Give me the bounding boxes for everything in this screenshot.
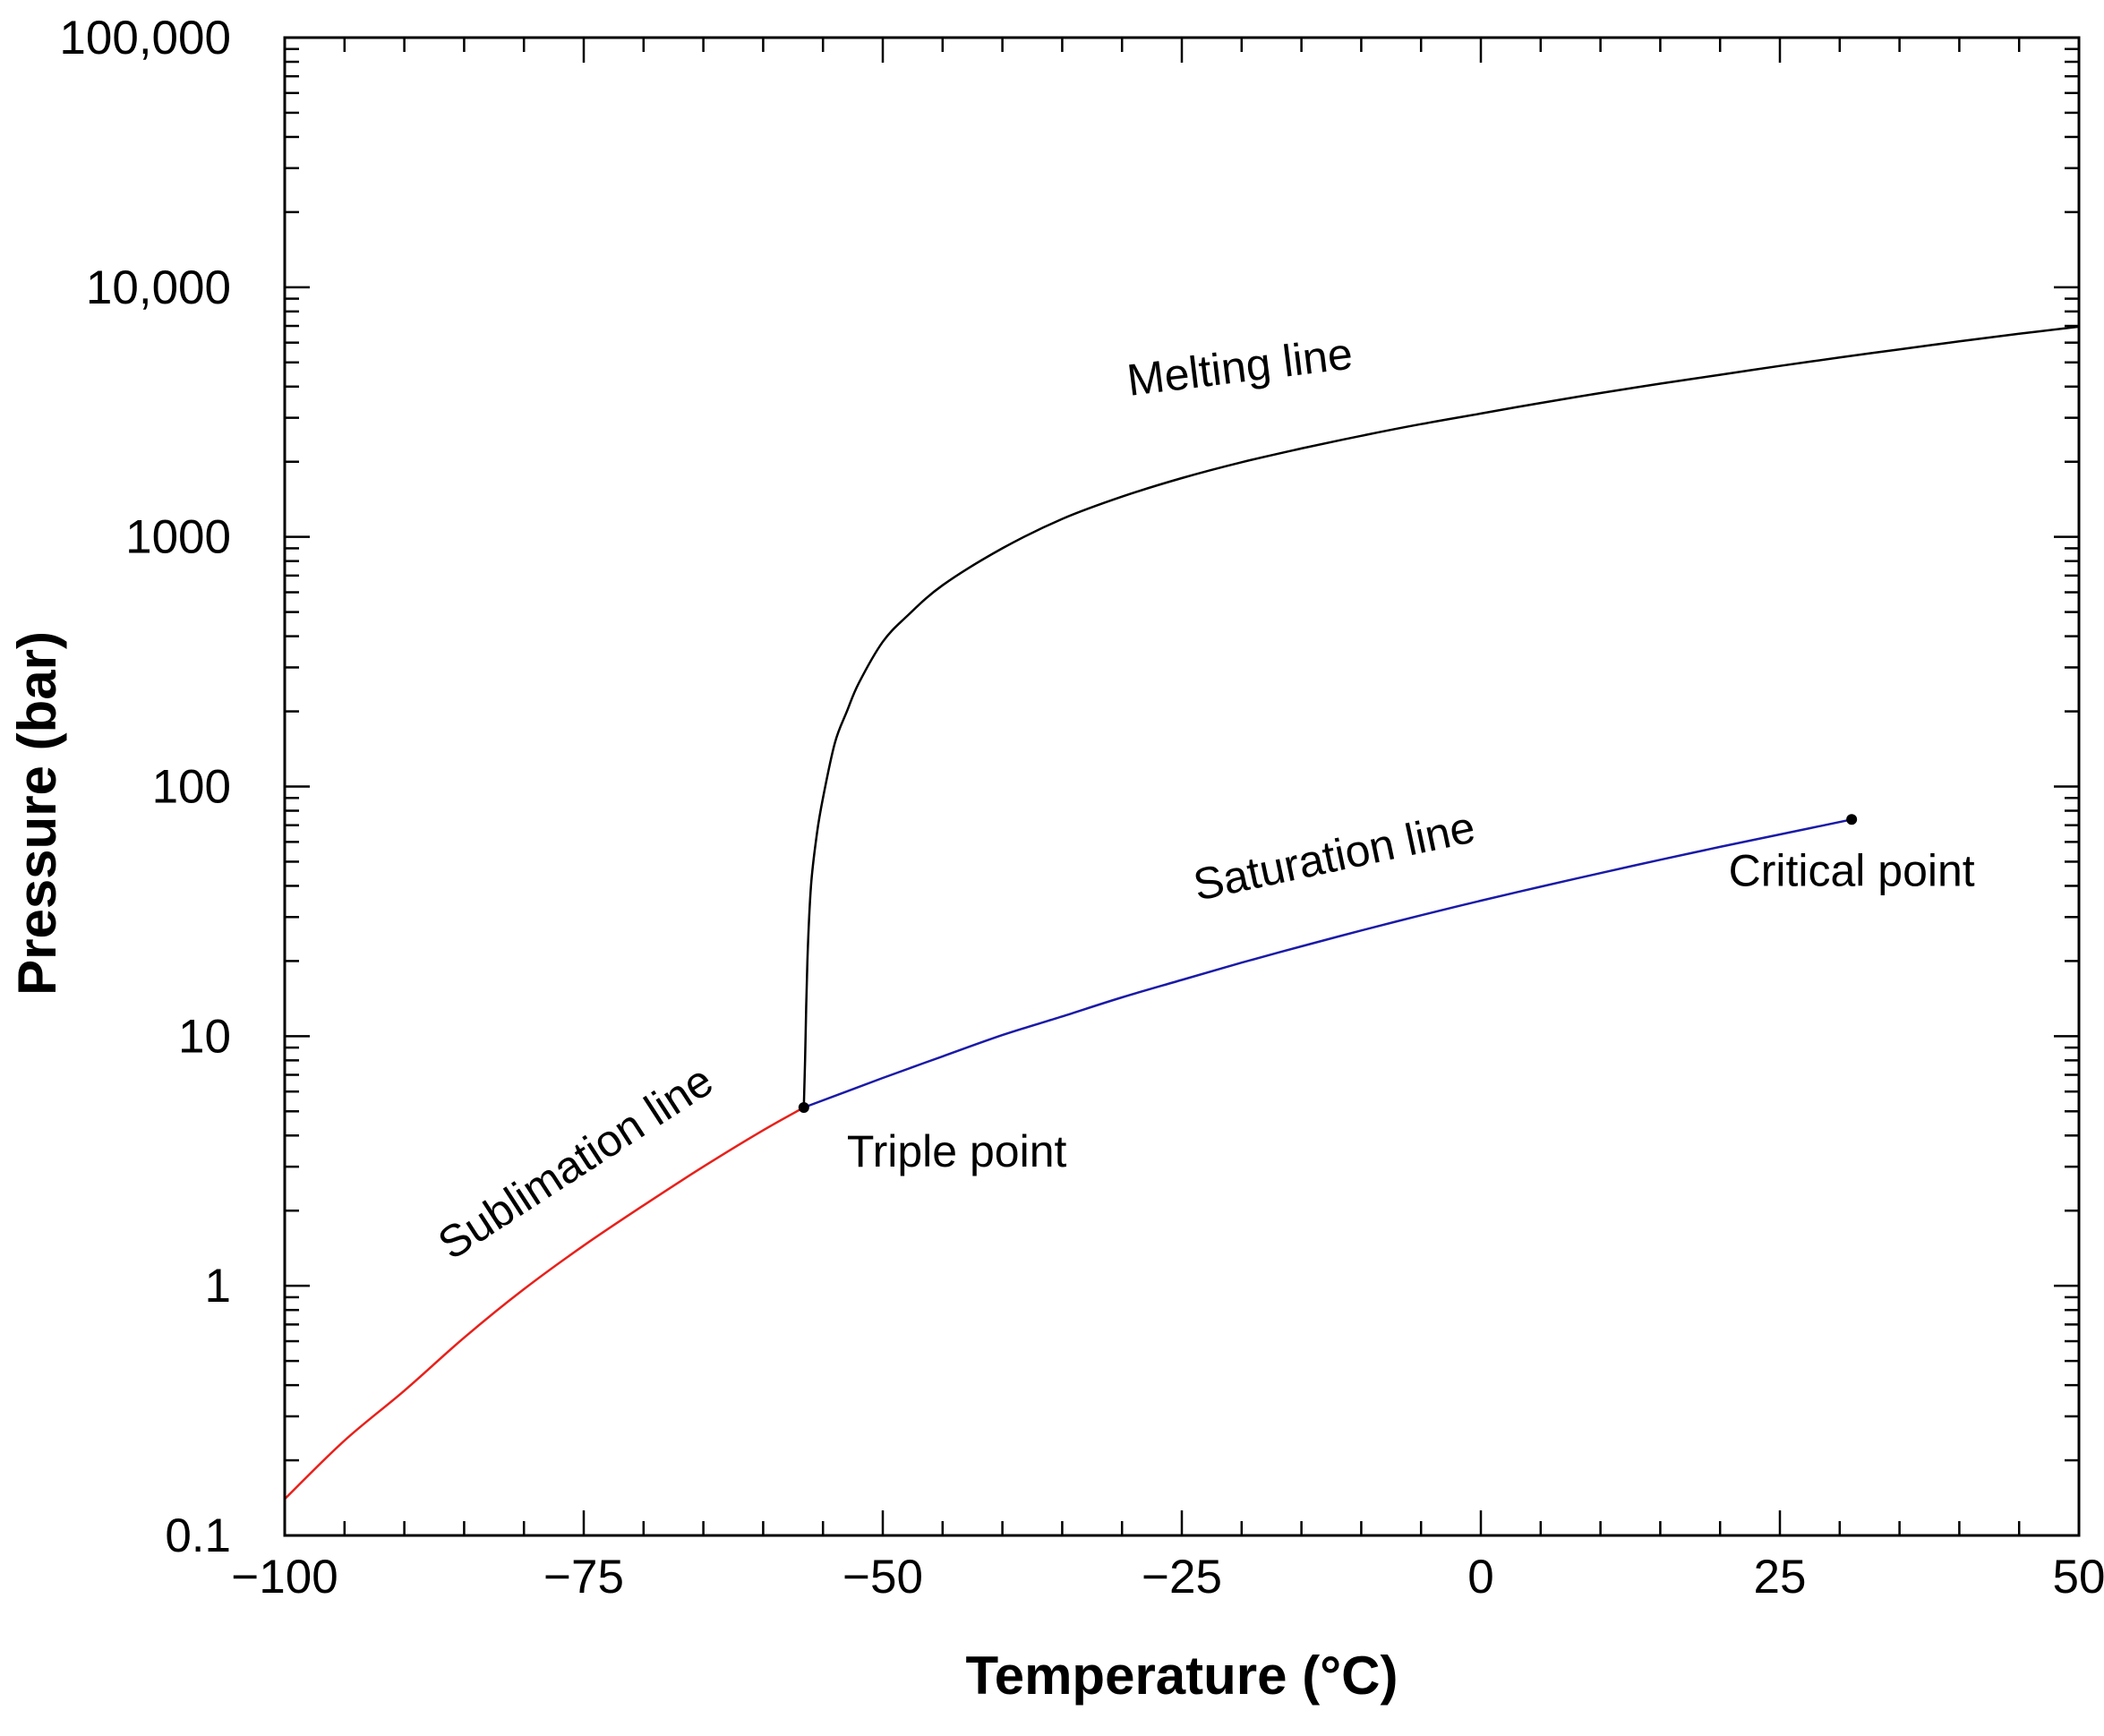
triple-point-marker bbox=[798, 1101, 809, 1113]
x-tick-label: −50 bbox=[842, 1551, 923, 1603]
x-tick-label: −75 bbox=[543, 1551, 624, 1603]
y-axis-title: Pressure (bar) bbox=[7, 631, 67, 996]
y-tick-label: 100,000 bbox=[59, 12, 231, 64]
x-tick-labels: −100 −75 −50 −25 0 25 50 bbox=[231, 1551, 2104, 1603]
triple-point-label: Triple point bbox=[847, 1126, 1067, 1176]
y-tick-label: 1000 bbox=[125, 511, 231, 564]
y-tick-label: 10,000 bbox=[86, 261, 231, 314]
y-tick-labels: 0.1 1 10 100 1000 10,000 100,000 bbox=[59, 12, 231, 1562]
x-axis-title: Temperature (°C) bbox=[966, 1646, 1398, 1706]
saturation-line bbox=[803, 818, 1852, 1109]
sublimation-line-label: Sublimation line bbox=[429, 1055, 722, 1269]
saturation-line-label: Saturation line bbox=[1189, 802, 1479, 911]
y-tick-label: 0.1 bbox=[165, 1509, 231, 1562]
series-layer bbox=[284, 325, 2080, 1501]
x-tick-label: 50 bbox=[2053, 1551, 2104, 1603]
plot-frame bbox=[283, 36, 2081, 1537]
y-tick-label: 100 bbox=[152, 761, 231, 814]
sublimation-line bbox=[284, 1106, 805, 1501]
critical-point-label: Critical point bbox=[1729, 845, 1975, 895]
melting-line bbox=[802, 325, 2080, 1108]
critical-point-marker bbox=[1846, 814, 1858, 825]
x-tick-label: −100 bbox=[231, 1551, 338, 1603]
x-tick-label: 0 bbox=[1467, 1551, 1493, 1603]
y-tick-label: 10 bbox=[178, 1010, 231, 1063]
x-tick-label: 25 bbox=[1754, 1551, 1807, 1603]
tick-marks bbox=[283, 36, 2081, 1537]
x-tick-label: −25 bbox=[1142, 1551, 1222, 1603]
y-tick-label: 1 bbox=[205, 1260, 231, 1313]
points-layer bbox=[798, 814, 1858, 1113]
melting-line-label: Melting line bbox=[1125, 329, 1356, 406]
